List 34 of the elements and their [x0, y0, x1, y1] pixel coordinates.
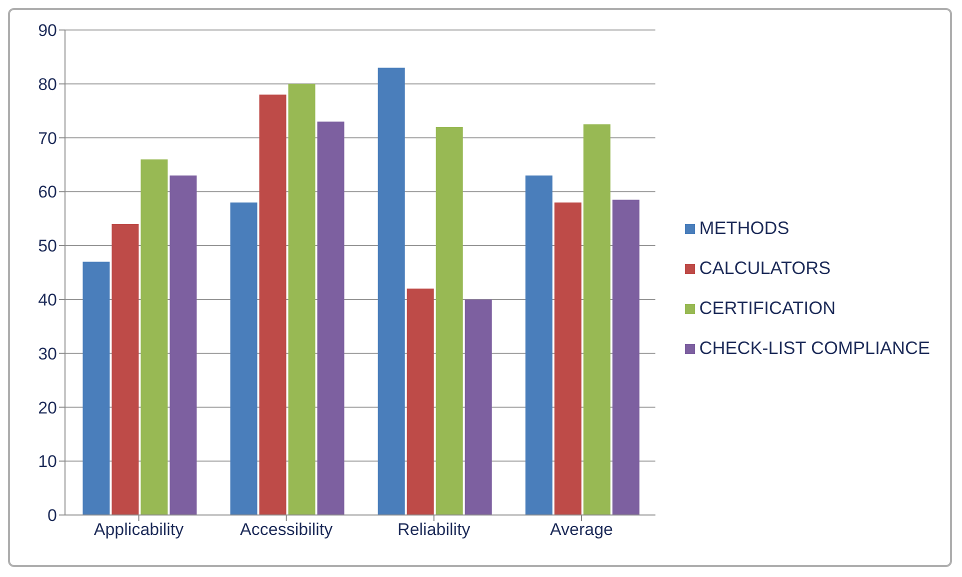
- bar: [554, 202, 582, 515]
- bar: [230, 202, 258, 515]
- y-tick-label: 10: [38, 452, 57, 472]
- x-tick-label: Reliability: [398, 520, 471, 540]
- bar: [464, 299, 492, 515]
- x-tick-label: Applicability: [94, 520, 184, 540]
- bar: [170, 176, 197, 515]
- y-tick-label: 40: [38, 290, 57, 310]
- bar: [436, 127, 463, 515]
- bar: [112, 224, 139, 515]
- legend-label: METHODS: [699, 218, 790, 238]
- y-tick-label: 80: [38, 74, 57, 94]
- y-tick-label: 20: [38, 398, 57, 418]
- legend-label: CERTIFICATION: [699, 298, 836, 318]
- y-tick-label: 60: [38, 182, 57, 202]
- y-tick-label: 70: [38, 128, 57, 148]
- bar: [82, 262, 110, 515]
- x-tick-label: Accessibility: [240, 520, 334, 540]
- bar: [140, 159, 168, 515]
- y-tick-label: 90: [38, 21, 57, 40]
- y-tick-label: 30: [38, 344, 57, 364]
- x-tick-label: Average: [550, 520, 614, 540]
- legend-label: CHECK-LIST COMPLIANCE: [699, 338, 930, 358]
- bar: [259, 94, 286, 515]
- legend-label: CALCULATORS: [699, 258, 831, 278]
- bar: [378, 68, 405, 515]
- bar: [406, 288, 434, 515]
- bar: [583, 124, 610, 515]
- y-tick-label: 0: [48, 506, 57, 526]
- y-tick-label: 50: [38, 236, 57, 256]
- bar: [612, 200, 640, 515]
- bar: [525, 176, 552, 515]
- bar: [288, 84, 316, 515]
- bar: [317, 122, 344, 515]
